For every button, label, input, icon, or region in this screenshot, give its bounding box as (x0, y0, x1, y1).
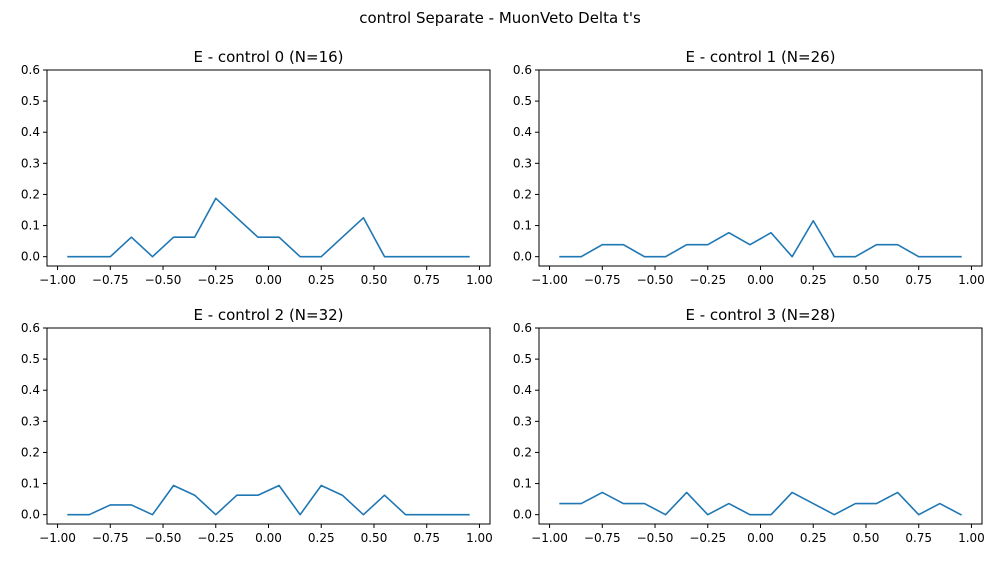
x-tick-label: 1.00 (466, 273, 493, 287)
subplot-title: E - control 3 (N=28) (685, 306, 835, 324)
y-tick-label: 0.4 (513, 383, 532, 397)
x-tick-label: 0.75 (905, 531, 932, 545)
y-tick-label: 0.5 (513, 352, 532, 366)
x-tick-label: 0.00 (255, 531, 282, 545)
x-tick-label: −0.75 (92, 273, 129, 287)
y-tick-label: 0.6 (513, 63, 532, 77)
subplot-2: E - control 2 (N=32) −1.00 −0.75 −0.50 −0.25… (21, 306, 493, 545)
x-tick-label: 0.75 (905, 273, 932, 287)
x-tick-label: 0.25 (800, 273, 827, 287)
x-tick-label: −0.50 (637, 273, 674, 287)
y-tick-label: 0.2 (513, 445, 532, 459)
y-tick-label: 0.4 (513, 125, 532, 139)
y-tick-label: 0.2 (21, 445, 40, 459)
x-tick-label: −1.00 (39, 531, 76, 545)
x-tick-label: 0.25 (308, 273, 335, 287)
x-tick-label: −0.75 (584, 273, 621, 287)
x-tick-label: −1.00 (39, 273, 76, 287)
x-tick-label: 0.50 (361, 531, 388, 545)
x-tick-label: −0.50 (145, 273, 182, 287)
subplot-3: E - control 3 (N=28) −1.00 −0.75 −0.50 −0.25… (513, 306, 985, 545)
y-tick-label: 0.1 (21, 219, 40, 233)
x-tick-label: 0.75 (413, 531, 440, 545)
series-line-0 (559, 219, 962, 258)
x-tick-label: 0.00 (747, 531, 774, 545)
y-tick-label: 0.1 (513, 477, 532, 491)
y-tick-label: 0.2 (21, 187, 40, 201)
x-tick-label: −1.00 (531, 273, 568, 287)
axes-frame (46, 327, 491, 525)
axes-frame (538, 327, 983, 525)
y-tick-label: 0.6 (513, 321, 532, 335)
y-tick-label: 0.4 (21, 125, 40, 139)
y-tick-label: 0.2 (513, 187, 532, 201)
y-tick-label: 0.5 (513, 94, 532, 108)
subplot-title: E - control 1 (N=26) (685, 48, 835, 66)
y-tick-label: 0.6 (21, 321, 40, 335)
x-tick-label: 0.00 (747, 273, 774, 287)
series-line-0 (559, 491, 962, 516)
subplot-0: E - control 0 (N=16) −1.00 −0.75 −0.50 −0.25… (21, 48, 493, 287)
y-tick-label: 0.1 (21, 477, 40, 491)
subplot-title: E - control 0 (N=16) (193, 48, 343, 66)
subplot-title: E - control 2 (N=32) (193, 306, 343, 324)
x-tick-label: 0.50 (853, 531, 880, 545)
x-tick-label: 1.00 (958, 531, 985, 545)
x-tick-label: −0.75 (584, 531, 621, 545)
x-tick-label: −0.25 (197, 531, 234, 545)
x-tick-label: 0.25 (308, 531, 335, 545)
x-tick-label: −0.25 (689, 273, 726, 287)
x-tick-label: 1.00 (958, 273, 985, 287)
x-tick-label: 1.00 (466, 531, 493, 545)
x-tick-label: −0.50 (145, 531, 182, 545)
y-tick-label: 0.0 (21, 250, 40, 264)
x-tick-label: 0.25 (800, 531, 827, 545)
x-tick-label: −0.25 (197, 273, 234, 287)
y-tick-label: 0.5 (21, 94, 40, 108)
y-tick-label: 0.4 (21, 383, 40, 397)
subplot-1: E - control 1 (N=26) −1.00 −0.75 −0.50 −0.25… (513, 48, 985, 287)
y-tick-label: 0.0 (513, 508, 532, 522)
axes-frame (538, 69, 983, 267)
y-tick-label: 0.0 (513, 250, 532, 264)
y-tick-label: 0.6 (21, 63, 40, 77)
series-line-0 (67, 484, 470, 516)
series-line-0 (67, 197, 470, 258)
x-tick-label: 0.50 (361, 273, 388, 287)
x-tick-label: −0.50 (637, 531, 674, 545)
axes-frame (46, 69, 491, 267)
x-tick-label: −1.00 (531, 531, 568, 545)
x-tick-label: −0.25 (689, 531, 726, 545)
y-tick-label: 0.3 (513, 414, 532, 428)
x-tick-label: 0.50 (853, 273, 880, 287)
y-tick-label: 0.3 (21, 414, 40, 428)
y-tick-label: 0.0 (21, 508, 40, 522)
x-tick-label: 0.00 (255, 273, 282, 287)
y-tick-label: 0.3 (513, 156, 532, 170)
y-tick-label: 0.1 (513, 219, 532, 233)
figure-title: control Separate - MuonVeto Delta t's (359, 9, 641, 27)
y-tick-label: 0.3 (21, 156, 40, 170)
x-tick-label: 0.75 (413, 273, 440, 287)
x-tick-label: −0.75 (92, 531, 129, 545)
y-tick-label: 0.5 (21, 352, 40, 366)
